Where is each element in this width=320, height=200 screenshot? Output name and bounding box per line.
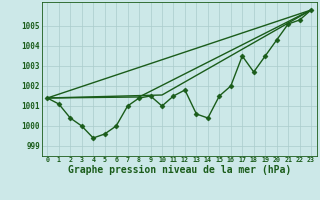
X-axis label: Graphe pression niveau de la mer (hPa): Graphe pression niveau de la mer (hPa) [68, 165, 291, 175]
